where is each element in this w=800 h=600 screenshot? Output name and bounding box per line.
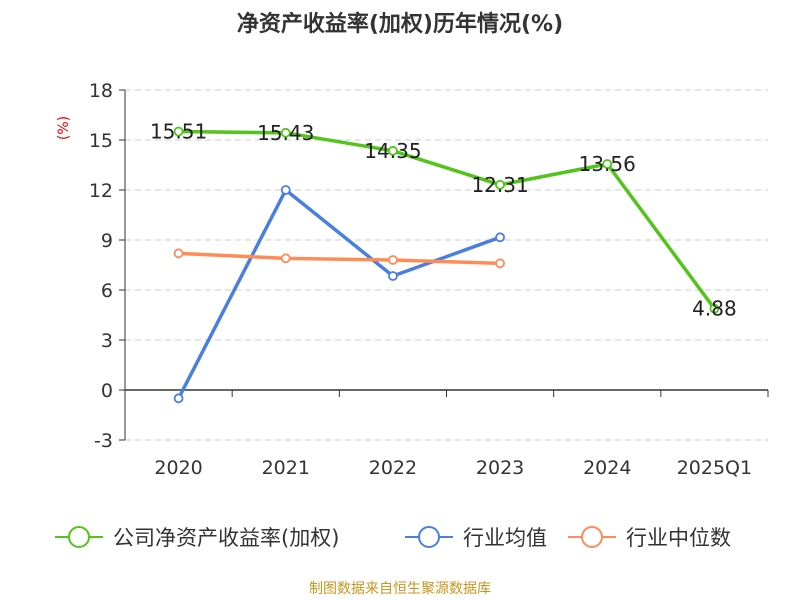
data-point [173,248,184,259]
x-tick-label: 2022 [369,457,417,479]
x-tick-label: 2023 [476,457,524,479]
y-tick-label: -3 [94,430,113,452]
data-label: 13.56 [579,152,636,176]
data-point [495,179,505,190]
data-label: 12.31 [471,173,528,197]
data-label: 14.35 [364,139,421,163]
data-point [173,126,184,137]
legend-marker [581,526,603,548]
data-point [388,271,398,281]
series-line [178,129,716,310]
data-point [495,258,505,269]
data-point [495,232,505,243]
legend-label: 行业均值 [463,526,547,550]
y-tick-label: 15 [89,130,113,152]
data-point [709,303,720,314]
data-label: 4.88 [692,297,737,321]
data-point [280,253,291,264]
x-tick-label: 2024 [583,457,631,479]
source-note: 制图数据来自恒生聚源数据库 [309,581,491,597]
y-tick-label: 12 [89,180,113,202]
data-point [388,145,398,156]
legend-marker [68,526,90,548]
data-point [602,159,613,169]
legend-marker [418,526,440,548]
series-line [178,251,501,266]
data-point [388,255,398,265]
data-label: 15.43 [257,121,314,145]
x-tick-label: 2020 [154,457,202,479]
series-line [177,188,501,400]
y-tick-label: 9 [101,230,113,252]
y-tick-label: 18 [89,80,113,102]
y-axis-label: (%) [56,116,72,140]
y-tick-label: 3 [101,330,113,352]
y-tick-label: 0 [101,380,113,402]
data-point [280,185,291,195]
y-tick-label: 6 [101,280,113,302]
x-tick-label: 2025Q1 [677,457,752,479]
x-tick-label: 2021 [262,457,310,479]
data-label: 15.51 [150,120,207,144]
legend-label: 公司净资产收益率(加权) [113,526,339,550]
chart-title: 净资产收益率(加权)历年情况(%) [236,12,564,37]
data-point [280,127,291,138]
legend-label: 行业中位数 [626,526,731,550]
data-point [173,393,184,404]
